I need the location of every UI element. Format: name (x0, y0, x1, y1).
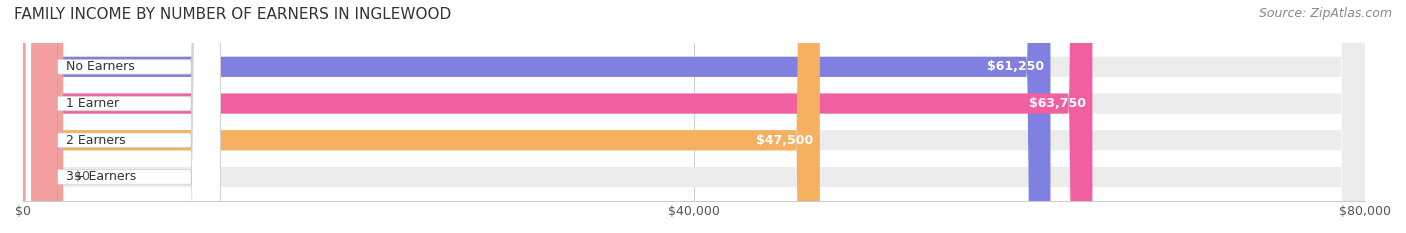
Text: $0: $0 (75, 171, 90, 183)
FancyBboxPatch shape (25, 0, 221, 233)
Circle shape (32, 0, 56, 233)
Text: 1 Earner: 1 Earner (66, 97, 120, 110)
FancyBboxPatch shape (25, 0, 221, 233)
Text: $63,750: $63,750 (1029, 97, 1085, 110)
Text: $47,500: $47,500 (756, 134, 813, 147)
Text: No Earners: No Earners (66, 60, 135, 73)
Circle shape (32, 0, 56, 233)
FancyBboxPatch shape (22, 0, 1050, 233)
FancyBboxPatch shape (22, 0, 1365, 233)
Circle shape (32, 0, 56, 233)
FancyBboxPatch shape (22, 0, 820, 233)
Text: 2 Earners: 2 Earners (66, 134, 125, 147)
FancyBboxPatch shape (25, 0, 221, 233)
Text: FAMILY INCOME BY NUMBER OF EARNERS IN INGLEWOOD: FAMILY INCOME BY NUMBER OF EARNERS IN IN… (14, 7, 451, 22)
Text: Source: ZipAtlas.com: Source: ZipAtlas.com (1258, 7, 1392, 20)
FancyBboxPatch shape (25, 0, 221, 233)
FancyBboxPatch shape (22, 0, 1365, 233)
Circle shape (32, 0, 56, 233)
FancyBboxPatch shape (22, 0, 1092, 233)
Text: 3+ Earners: 3+ Earners (66, 171, 136, 183)
Text: $61,250: $61,250 (987, 60, 1043, 73)
FancyBboxPatch shape (22, 0, 1365, 233)
FancyBboxPatch shape (22, 0, 63, 233)
FancyBboxPatch shape (22, 0, 1365, 233)
